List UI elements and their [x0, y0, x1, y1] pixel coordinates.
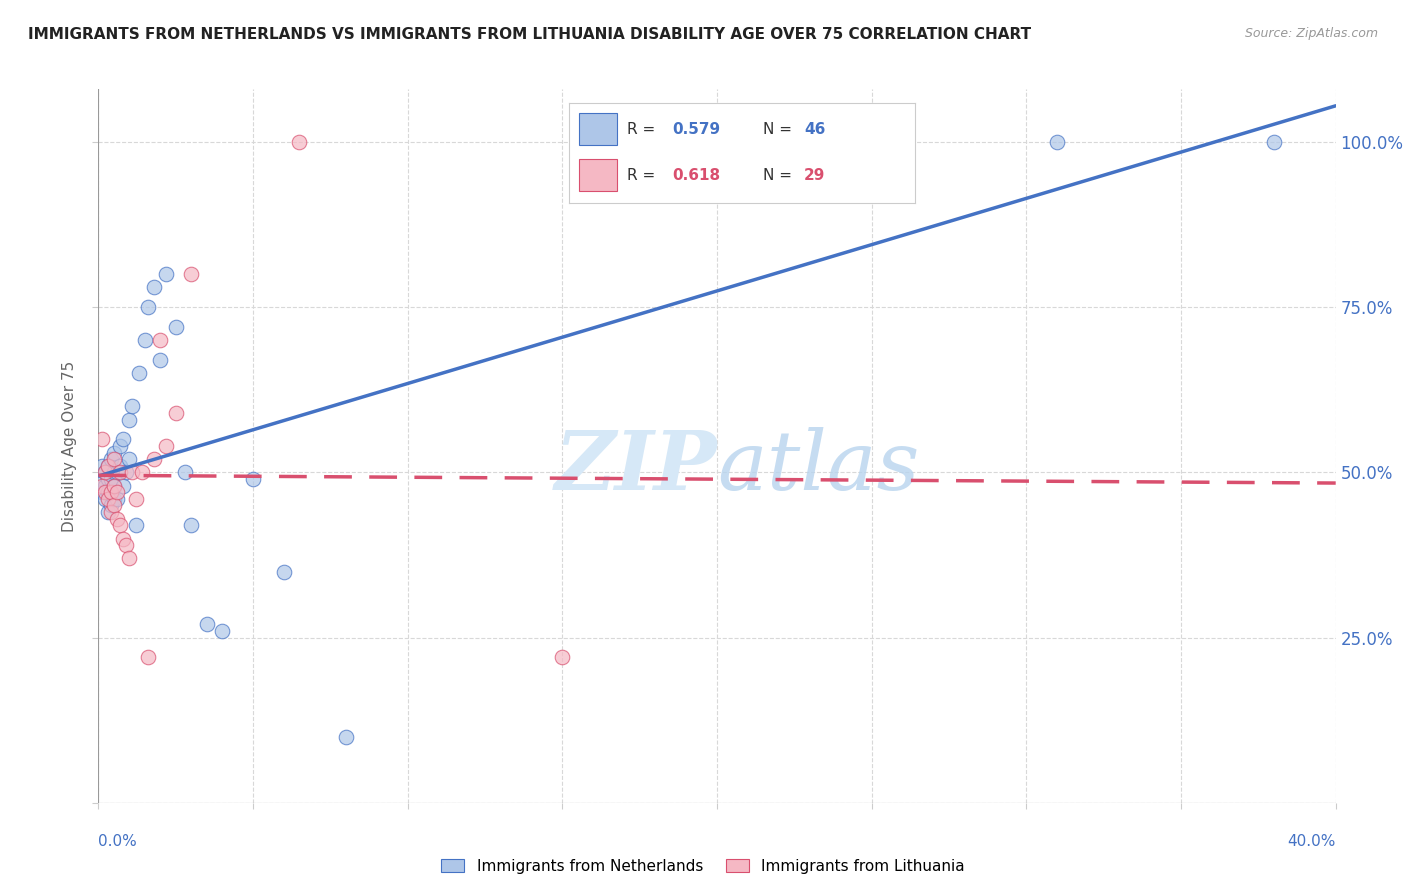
Point [90, 472, 112, 486]
Text: ZIP: ZIP [554, 427, 717, 508]
Point [165, 406, 187, 420]
Point [97, 491, 120, 506]
Point [136, 650, 159, 665]
Point [121, 466, 143, 480]
Point [105, 511, 128, 525]
Text: Source: ZipAtlas.com: Source: ZipAtlas.com [1244, 27, 1378, 40]
Y-axis label: Disability Age Over 75: Disability Age Over 75 [62, 360, 77, 532]
Point [105, 485, 128, 500]
Point [100, 472, 122, 486]
Point [90, 485, 112, 500]
Point [118, 412, 141, 426]
Point [93, 466, 115, 480]
Point [118, 551, 141, 566]
Point [112, 478, 135, 492]
Point [143, 280, 166, 294]
Point [90, 478, 112, 492]
Point [288, 135, 311, 149]
Point [174, 466, 197, 480]
Point [180, 518, 202, 533]
Point [100, 485, 122, 500]
Point [100, 505, 122, 519]
Point [90, 458, 112, 473]
Point [124, 491, 146, 506]
Point [131, 466, 153, 480]
Point [103, 478, 125, 492]
Point [97, 472, 120, 486]
Point [115, 538, 138, 552]
Point [121, 400, 143, 414]
Point [143, 452, 166, 467]
Text: atlas: atlas [717, 427, 920, 508]
Point [136, 300, 159, 314]
Point [1046, 135, 1069, 149]
Point [97, 458, 120, 473]
Point [1263, 135, 1285, 149]
Legend: Immigrants from Netherlands, Immigrants from Lithuania: Immigrants from Netherlands, Immigrants … [436, 853, 970, 880]
Point [155, 439, 177, 453]
Point [93, 478, 115, 492]
Point [242, 472, 264, 486]
Point [149, 353, 172, 368]
Point [100, 499, 122, 513]
Point [165, 320, 187, 334]
Point [105, 466, 128, 480]
Point [112, 532, 135, 546]
Point [103, 445, 125, 459]
Point [97, 485, 120, 500]
Point [155, 267, 177, 281]
Point [103, 491, 125, 506]
Point [706, 135, 728, 149]
Point [93, 491, 115, 506]
Point [108, 458, 131, 473]
Point [149, 333, 172, 347]
Point [103, 452, 125, 467]
Point [335, 730, 357, 744]
Point [97, 458, 120, 473]
Point [93, 466, 115, 480]
Point [108, 439, 131, 453]
Point [195, 617, 218, 632]
Point [97, 505, 120, 519]
Point [93, 485, 115, 500]
Point [108, 518, 131, 533]
Point [100, 485, 122, 500]
Point [90, 433, 112, 447]
Point [124, 518, 146, 533]
Text: 40.0%: 40.0% [1288, 834, 1336, 849]
Point [100, 452, 122, 467]
Point [128, 367, 150, 381]
Point [103, 466, 125, 480]
Point [134, 333, 156, 347]
Point [180, 267, 202, 281]
Point [273, 565, 295, 579]
Point [551, 650, 574, 665]
Point [118, 452, 141, 467]
Point [211, 624, 233, 638]
Point [115, 466, 138, 480]
Text: IMMIGRANTS FROM NETHERLANDS VS IMMIGRANTS FROM LITHUANIA DISABILITY AGE OVER 75 : IMMIGRANTS FROM NETHERLANDS VS IMMIGRANT… [28, 27, 1031, 42]
Point [105, 491, 128, 506]
Point [103, 478, 125, 492]
Point [103, 499, 125, 513]
Point [108, 466, 131, 480]
Text: 0.0%: 0.0% [98, 834, 138, 849]
Point [112, 433, 135, 447]
